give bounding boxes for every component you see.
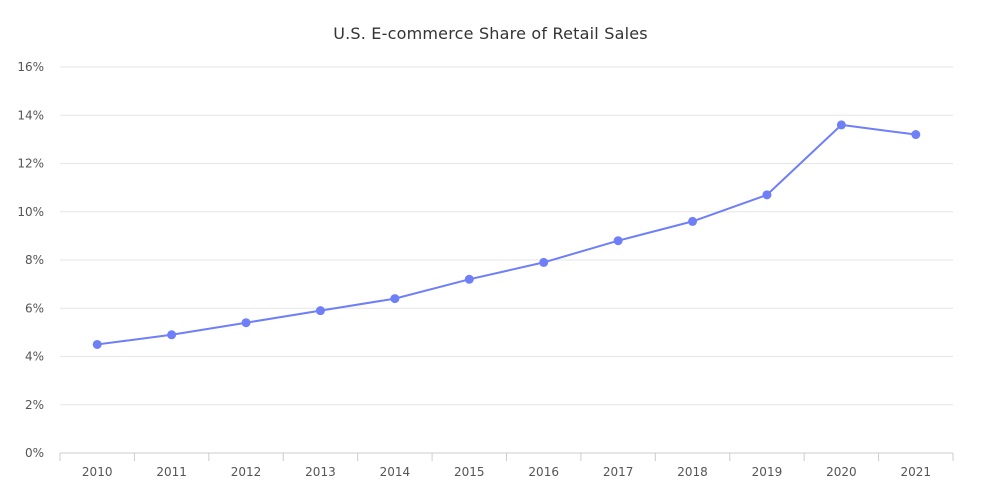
- y-tick-label: 10%: [17, 205, 44, 219]
- x-tick-label: 2017: [603, 465, 634, 479]
- y-tick-label: 6%: [25, 301, 44, 315]
- data-point: [539, 257, 549, 267]
- y-tick-label: 2%: [25, 398, 44, 412]
- x-tick-label: 2016: [528, 465, 559, 479]
- y-tick-label: 8%: [25, 253, 44, 267]
- x-tick-label: 2020: [826, 465, 857, 479]
- x-tick-label: 2021: [901, 465, 932, 479]
- y-tick-label: 4%: [25, 350, 44, 364]
- data-point: [464, 274, 474, 284]
- x-tick-label: 2019: [752, 465, 783, 479]
- y-tick-label: 12%: [17, 157, 44, 171]
- data-point: [911, 130, 921, 140]
- data-point: [315, 306, 325, 316]
- data-point: [836, 120, 846, 130]
- data-point: [241, 318, 251, 328]
- data-series: [96, 123, 917, 346]
- data-point: [167, 330, 177, 340]
- grid-lines: [60, 66, 953, 406]
- y-tick-label: 14%: [17, 108, 44, 122]
- data-point: [92, 339, 102, 349]
- y-tick-label: 0%: [25, 446, 44, 460]
- x-tick-label: 2014: [380, 465, 411, 479]
- data-point: [688, 216, 698, 226]
- data-points: [92, 120, 921, 349]
- x-tick-label: 2018: [677, 465, 708, 479]
- data-point: [613, 236, 623, 246]
- x-tick-label: 2011: [156, 465, 187, 479]
- x-tick-label: 2013: [305, 465, 336, 479]
- data-point: [762, 190, 772, 200]
- series-line: [96, 123, 917, 346]
- y-axis-ticks: 0% 2% 4% 6% 8% 10% 12% 14% 16%: [17, 60, 44, 460]
- axes: [59, 452, 954, 461]
- chart-title: U.S. E-commerce Share of Retail Sales: [333, 24, 648, 43]
- y-tick-label: 16%: [17, 60, 44, 74]
- x-tick-label: 2010: [82, 465, 113, 479]
- x-tick-label: 2012: [231, 465, 262, 479]
- data-point: [390, 294, 400, 304]
- x-axis-ticks: 2010 2011 2012 2013 2014 2015 2016 2017 2018 2019…: [82, 465, 931, 479]
- x-tick-label: 2015: [454, 465, 485, 479]
